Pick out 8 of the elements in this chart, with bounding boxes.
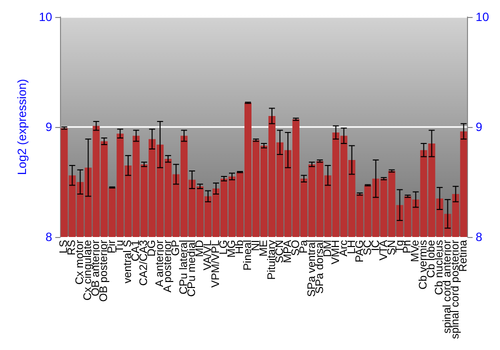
y2-tick-label: 8 — [476, 230, 483, 244]
y-tick-label: 8 — [46, 230, 53, 244]
y-tick-label: 9 — [46, 120, 53, 134]
y2-tick-label: 9 — [476, 120, 483, 134]
y-tick-label: 10 — [38, 10, 53, 24]
y2-tick-label: 10 — [476, 10, 490, 24]
y-axis-title: Log2 (expression) — [15, 78, 29, 176]
x-tick-label: Retina — [458, 239, 470, 272]
